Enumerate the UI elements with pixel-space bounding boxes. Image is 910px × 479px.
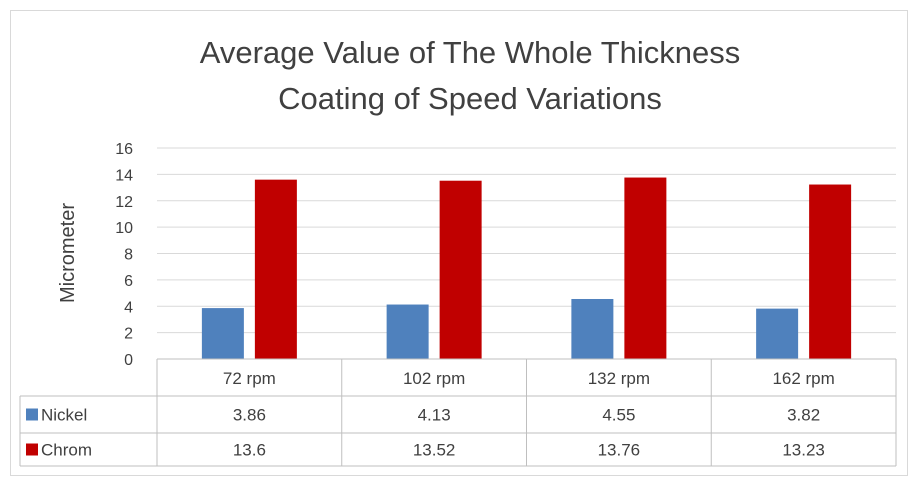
y-tick-label: 4 [124, 299, 133, 316]
y-tick-label: 10 [115, 220, 133, 237]
legend-key-nickel [26, 408, 38, 421]
bar-nickel-1 [201, 308, 244, 359]
chart-title-line-1: Average Value of The Whole Thickness [200, 35, 741, 70]
bar-nickel-3 [571, 298, 614, 359]
bar-chrom-4 [809, 184, 852, 359]
table-value: 13.6 [233, 441, 266, 460]
table-value: 4.55 [602, 406, 635, 425]
table-value: 13.23 [782, 441, 825, 460]
y-tick-label: 0 [124, 352, 133, 369]
legend-label-chrom: Chrom [41, 441, 92, 460]
bar-chrom-1 [254, 179, 297, 359]
table-value: 3.82 [787, 406, 820, 425]
x-category-label: 162 rpm [772, 369, 834, 388]
data-table: 72 rpm 102 rpm 132 rpm 162 rpm Nickel 3.86 4.1… [19, 358, 897, 467]
bars [201, 177, 852, 359]
y-tick-label: 16 [115, 141, 133, 158]
table-value: 13.76 [598, 441, 641, 460]
x-category-label: 132 rpm [588, 369, 650, 388]
y-tick-label: 6 [124, 273, 133, 290]
legend-label-nickel: Nickel [41, 406, 87, 425]
legend-key-chrom [26, 443, 38, 456]
x-category-label: 72 rpm [223, 369, 276, 388]
chart-title-line-2: Coating of Speed Variations [278, 81, 662, 116]
y-tick-label: 2 [124, 326, 133, 343]
table-value: 13.52 [413, 441, 456, 460]
table-value: 3.86 [233, 406, 266, 425]
bar-nickel-4 [756, 308, 799, 359]
y-tick-label: 8 [124, 247, 133, 264]
y-axis-label: Micrometer [57, 203, 79, 303]
chart-frame [10, 10, 908, 476]
x-category-label: 102 rpm [403, 369, 465, 388]
bar-nickel-2 [386, 304, 429, 359]
table-value: 4.13 [418, 406, 451, 425]
bar-chrom-2 [439, 180, 482, 359]
bar-chrom-3 [624, 177, 667, 359]
y-tick-label: 12 [115, 194, 133, 211]
y-tick-label: 14 [115, 167, 133, 184]
